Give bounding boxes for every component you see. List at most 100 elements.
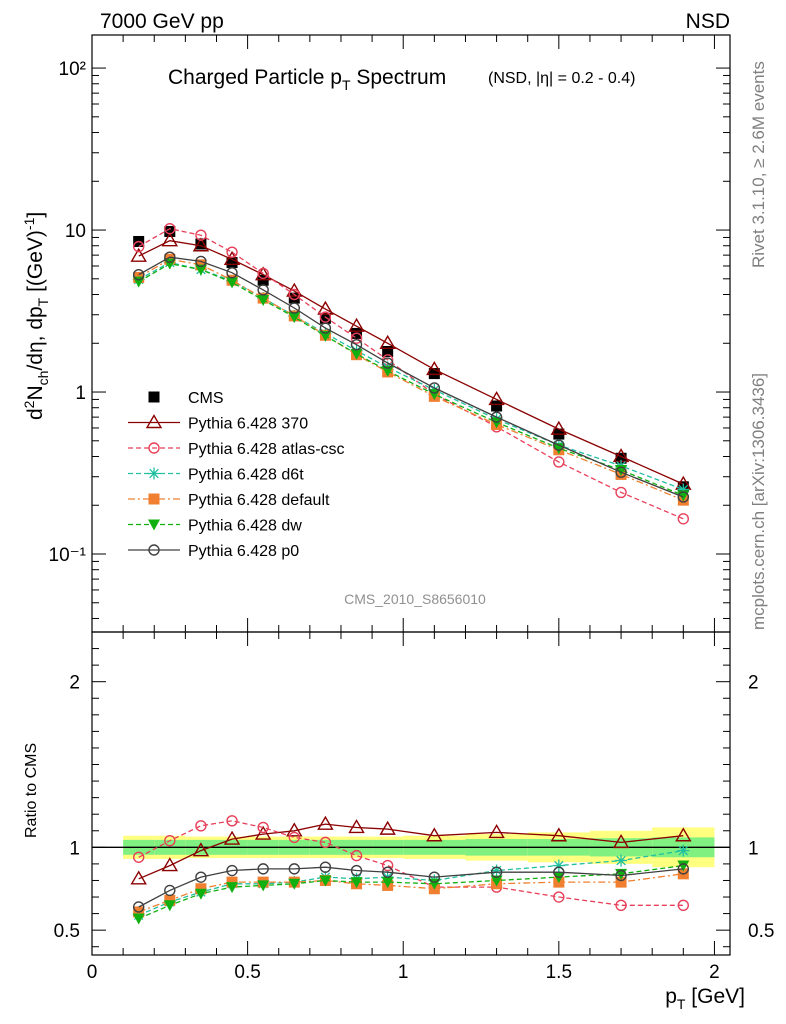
ratio-point-pythia-6-428-p0 [677,863,690,875]
legend-marker [148,391,160,403]
main-point-cms [226,257,238,269]
main-point-pythia-6-428-p0 [553,439,565,451]
ratio-ytick-label: 2 [69,673,80,694]
main-point-pythia-6-428-p0 [257,284,269,296]
legend-label: CMS [188,390,224,407]
chart-subtitle: (NSD, |η| = 0.2 - 0.4) [488,70,635,87]
main-point-pythia-6-428-p0 [288,302,300,314]
x-tick-label: 0.5 [234,962,260,983]
ratio-line-pythia-6-428-default [138,873,684,913]
x-tick-label: 1.5 [546,962,572,983]
main-point-pythia-6-428-370 [254,266,272,281]
ratio-series-pythia-6-428-370 [130,815,692,885]
ratio-ylabel: Ratio to CMS [23,743,40,838]
main-point-pythia-6-428-370 [223,250,241,265]
main-point-pythia-6-428-dw [257,294,270,306]
main-ytick-label: 1 [75,383,86,404]
ratio-series-pythia-6-428-p0 [132,861,690,913]
x-tick-label: 0 [87,962,98,983]
ratio-point-pythia-6-428-p0 [428,871,441,883]
ratio-point-pythia-6-428-dw [288,878,301,890]
main-point-pythia-6-428-370 [379,334,396,349]
ratio-point-pythia-6-428-370 [192,842,210,857]
ratio-line-pythia-6-428-p0 [138,866,684,908]
ratio-point-pythia-6-428-atlas-csc [226,815,238,827]
ratio-point-pythia-6-428-atlas-csc [288,831,300,844]
main-point-pythia-6-428-370 [426,360,443,376]
main-series-pythia-6-428-p0 [132,251,690,503]
main-point-pythia-6-428-370 [192,237,210,252]
legend-label: Pythia 6.428 p0 [188,543,299,560]
legend-item-pythia-6-428-default: Pythia 6.428 default [128,492,330,509]
side-label-top: Rivet 3.1.10, ≥ 2.6M events [749,61,768,268]
main-point-cms [164,225,176,237]
ratio-series-pythia-6-428-dw [132,860,690,925]
main-point-pythia-6-428-atlas-csc [226,246,238,258]
main-line-pythia-6-428-dw [138,263,684,497]
main-point-pythia-6-428-dw [226,277,239,289]
legend-marker [148,442,160,454]
main-ylabel: d2Nch/dη, dpT [(GeV)-1] [21,212,51,420]
main-point-pythia-6-428-dw [288,312,301,324]
main-point-pythia-6-428-p0 [195,255,207,268]
main-point-cms [195,238,207,250]
legend-label: Pythia 6.428 d6t [188,467,304,484]
main-point-pythia-6-428-atlas-csc [257,267,269,280]
ratio-point-pythia-6-428-p0 [319,861,332,873]
ratio-point-pythia-6-428-370 [675,827,692,842]
ratio-point-pythia-6-428-p0 [164,884,176,897]
side-label-bottom: mcplots.cern.ch [arXiv:1306.3436] [749,373,768,630]
ratio-point-pythia-6-428-370 [317,815,334,830]
chart-title-main: Charged Particle p [168,66,342,89]
ratio-point-pythia-6-428-p0 [132,901,145,913]
main-point-pythia-6-428-dw [350,348,363,360]
legend-label: Pythia 6.428 370 [188,416,308,433]
ratio-point-pythia-6-428-370 [379,820,396,835]
main-point-pythia-6-428-p0 [677,491,690,503]
main-point-pythia-6-428-p0 [615,466,627,478]
ratio-point-pythia-6-428-dw [319,875,332,887]
main-point-pythia-6-428-dw [319,330,332,342]
main-point-pythia-6-428-atlas-csc [288,288,300,301]
legend: CMS Pythia 6.428 370 Pythia 6.428 atlas-cs… [128,390,345,560]
main-point-pythia-6-428-atlas-csc [195,229,207,241]
main-point-cms [319,312,331,324]
main-ytick-label: 10 [65,221,86,242]
ratio-ytick-label: 0.5 [54,921,80,942]
main-point-pythia-6-428-p0 [490,411,503,423]
main-point-cms [428,368,440,380]
main-point-pythia-6-428-370 [161,232,179,247]
main-point-pythia-6-428-p0 [164,251,176,263]
main-point-pythia-6-428-atlas-csc [164,222,176,235]
ratio-point-pythia-6-428-default [615,876,627,888]
ratio-ytick-label-right: 0.5 [748,921,774,942]
ratio-point-pythia-6-428-p0 [490,866,503,878]
ratio-point-pythia-6-428-p0 [381,866,394,878]
main-point-pythia-6-428-dw [490,417,503,429]
chart-title-tail: Spectrum [351,66,447,89]
main-point-cms [288,292,300,304]
ratio-point-pythia-6-428-atlas-csc [615,899,627,912]
legend-label: Pythia 6.428 dw [188,518,302,535]
main-ytick-label: 10² [59,59,86,80]
x-tick-label: 2 [709,962,720,983]
ratio-point-pythia-6-428-dw [381,877,394,889]
ratio-point-pythia-6-428-dw [226,882,239,894]
ratio-point-pythia-6-428-370 [161,857,179,872]
ratio-point-pythia-6-428-p0 [350,864,363,877]
ratio-ytick-label-right: 2 [748,673,759,694]
main-ytick-label: 10⁻¹ [49,545,87,566]
ratio-point-pythia-6-428-d6t [552,859,565,872]
ratio-point-pythia-6-428-atlas-csc [164,835,176,847]
ratio-line-pythia-6-428-d6t [138,849,684,916]
legend-item-pythia-6-428-p0: Pythia 6.428 p0 [128,543,299,560]
ratio-point-pythia-6-428-p0 [615,869,627,882]
ratio-point-pythia-6-428-p0 [257,863,269,875]
main-point-pythia-6-428-dw [381,365,394,377]
ratio-point-pythia-6-428-atlas-csc [350,849,363,862]
ratio-point-pythia-6-428-atlas-csc [195,820,207,832]
main-point-pythia-6-428-370 [317,300,334,315]
main-point-pythia-6-428-p0 [319,322,332,334]
main-point-pythia-6-428-dw [194,264,207,276]
